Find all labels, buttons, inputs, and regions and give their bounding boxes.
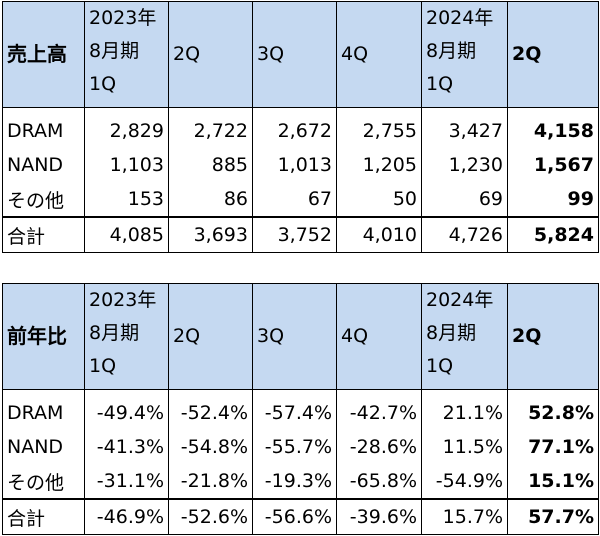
yoy-table: 前年比 2023年 8月期 1Q 2Q 3Q 4Q 2024年 8月期 1Q 2…	[2, 283, 599, 535]
cell: 2,755	[336, 107, 422, 148]
cell-highlight: 99	[507, 182, 599, 217]
cell: -49.4%	[84, 389, 169, 430]
cell: 67	[252, 182, 337, 217]
cell: 1,230	[421, 148, 508, 182]
cell: -41.3%	[84, 430, 169, 464]
row-label: DRAM	[2, 389, 85, 430]
header-line: 1Q	[426, 355, 454, 377]
header-line: 2023年	[89, 289, 157, 311]
table-row: NAND -41.3% -54.8% -55.7% -28.6% 11.5% 7…	[2, 430, 599, 464]
header-line: 1Q	[89, 355, 117, 377]
row-label: 合計	[2, 498, 85, 535]
cell: -46.9%	[84, 498, 169, 535]
yoy-header-2q: 2Q	[168, 283, 253, 390]
cell-highlight: 77.1%	[507, 430, 599, 464]
header-line: 2024年	[426, 289, 494, 311]
cell: 2,672	[252, 107, 337, 148]
cell-highlight: 4,158	[507, 107, 599, 148]
header-line: 8月期	[426, 40, 477, 62]
cell: -31.1%	[84, 464, 169, 499]
row-label: NAND	[2, 430, 85, 464]
cell: -42.7%	[336, 389, 422, 430]
header-line: 2024年	[426, 7, 494, 29]
cell: 4,085	[84, 216, 169, 253]
sales-header-2q-2024: 2Q	[507, 1, 599, 108]
table-row: DRAM 2,829 2,722 2,672 2,755 3,427 4,158	[2, 107, 599, 148]
yoy-corner-label: 前年比	[2, 283, 85, 390]
table-row: その他 -31.1% -21.8% -19.3% -65.8% -54.9% 1…	[2, 464, 599, 499]
cell: 21.1%	[421, 389, 508, 430]
cell: 3,427	[421, 107, 508, 148]
cell-highlight: 52.8%	[507, 389, 599, 430]
cell: -39.6%	[336, 498, 422, 535]
table-row: NAND 1,103 885 1,013 1,205 1,230 1,567	[2, 148, 599, 182]
cell: -52.6%	[168, 498, 253, 535]
row-label: その他	[2, 464, 85, 499]
header-line: 1Q	[89, 73, 117, 95]
cell: -52.4%	[168, 389, 253, 430]
yoy-header-2q-2024: 2Q	[507, 283, 599, 390]
cell: 1,013	[252, 148, 337, 182]
sales-header-1q-2023: 2023年 8月期 1Q	[84, 1, 169, 108]
row-label: NAND	[2, 148, 85, 182]
cell: 885	[168, 148, 253, 182]
sales-header-row: 売上高 2023年 8月期 1Q 2Q 3Q 4Q 2024年 8月期 1Q 2…	[2, 1, 599, 108]
cell: 1,103	[84, 148, 169, 182]
cell: -21.8%	[168, 464, 253, 499]
cell: -54.8%	[168, 430, 253, 464]
cell: -65.8%	[336, 464, 422, 499]
cell: 2,722	[168, 107, 253, 148]
yoy-header-3q: 3Q	[252, 283, 337, 390]
cell: 4,726	[421, 216, 508, 253]
cell: -56.6%	[252, 498, 337, 535]
row-label: 合計	[2, 216, 85, 253]
cell-highlight: 5,824	[507, 216, 599, 253]
yoy-header-4q: 4Q	[336, 283, 422, 390]
cell: 86	[168, 182, 253, 217]
cell-highlight: 1,567	[507, 148, 599, 182]
cell: 153	[84, 182, 169, 217]
yoy-header-row: 前年比 2023年 8月期 1Q 2Q 3Q 4Q 2024年 8月期 1Q 2…	[2, 283, 599, 390]
cell: -28.6%	[336, 430, 422, 464]
table-row: DRAM -49.4% -52.4% -57.4% -42.7% 21.1% 5…	[2, 389, 599, 430]
header-line: 1Q	[426, 73, 454, 95]
header-line: 8月期	[89, 40, 140, 62]
table-row: その他 153 86 67 50 69 99	[2, 182, 599, 217]
row-label: その他	[2, 182, 85, 217]
table-row-total: 合計 -46.9% -52.6% -56.6% -39.6% 15.7% 57.…	[2, 498, 599, 535]
header-line: 8月期	[89, 322, 140, 344]
cell: -55.7%	[252, 430, 337, 464]
cell-highlight: 57.7%	[507, 498, 599, 535]
cell: -54.9%	[421, 464, 508, 499]
yoy-header-1q-2024: 2024年 8月期 1Q	[421, 283, 508, 390]
cell: 69	[421, 182, 508, 217]
cell-highlight: 15.1%	[507, 464, 599, 499]
sales-corner-label: 売上高	[2, 1, 85, 108]
header-line: 2023年	[89, 7, 157, 29]
sales-table: 売上高 2023年 8月期 1Q 2Q 3Q 4Q 2024年 8月期 1Q 2…	[2, 1, 599, 253]
cell: -19.3%	[252, 464, 337, 499]
cell: 50	[336, 182, 422, 217]
cell: 3,752	[252, 216, 337, 253]
table-row-total: 合計 4,085 3,693 3,752 4,010 4,726 5,824	[2, 216, 599, 253]
header-line: 8月期	[426, 322, 477, 344]
sales-header-1q-2024: 2024年 8月期 1Q	[421, 1, 508, 108]
sales-header-2q: 2Q	[168, 1, 253, 108]
sales-header-3q: 3Q	[252, 1, 337, 108]
sales-header-4q: 4Q	[336, 1, 422, 108]
row-label: DRAM	[2, 107, 85, 148]
cell: 4,010	[336, 216, 422, 253]
cell: 2,829	[84, 107, 169, 148]
cell: -57.4%	[252, 389, 337, 430]
cell: 11.5%	[421, 430, 508, 464]
cell: 3,693	[168, 216, 253, 253]
cell: 1,205	[336, 148, 422, 182]
yoy-header-1q-2023: 2023年 8月期 1Q	[84, 283, 169, 390]
cell: 15.7%	[421, 498, 508, 535]
